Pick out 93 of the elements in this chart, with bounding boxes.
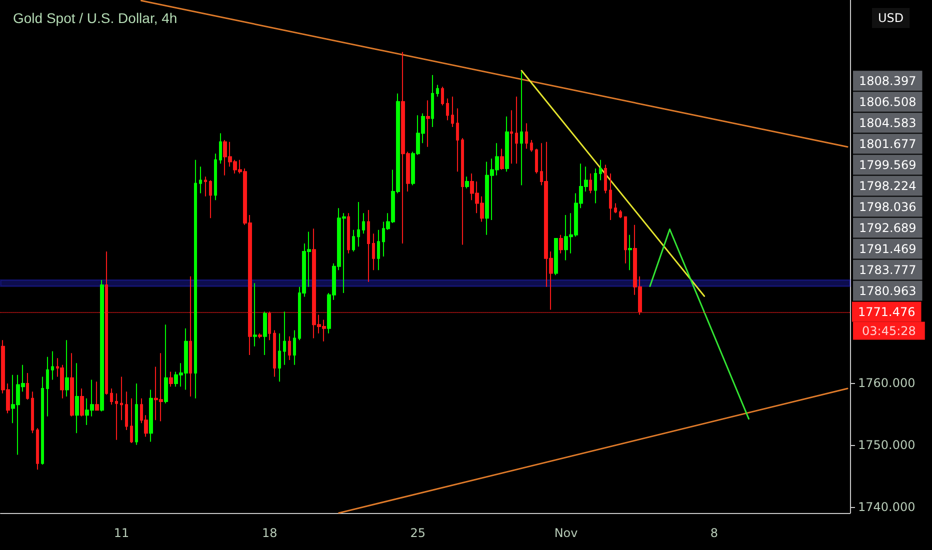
text: 1801.677 [859,136,916,151]
candlestick [624,216,627,264]
candlestick [456,108,459,172]
candlestick [199,166,202,194]
candlestick [446,98,449,121]
y-tick-label: 1740.000 [858,500,916,514]
candlestick [46,356,49,417]
candlestick [110,388,113,406]
candlestick [525,122,528,150]
candlestick [204,176,207,197]
candlestick [347,212,350,254]
candlestick [26,372,29,400]
candlestick [31,391,34,434]
candlestick [115,392,118,440]
candlestick [614,202,617,214]
candlestick [505,116,509,172]
candlestick [589,172,592,194]
candlestick [604,164,607,194]
candlestick [510,110,513,164]
candlestick [293,330,296,366]
candlestick [36,428,39,470]
candlestick [219,132,222,164]
candlestick [41,376,44,466]
candlestick [65,340,69,398]
candlestick [253,282,257,347]
candlestick [258,332,262,339]
candlestick [75,362,79,434]
text: 1799.569 [859,158,916,172]
x-tick-label: 8 [710,526,718,540]
candlestick [619,210,622,219]
candlestick [441,86,444,106]
candlestick [352,229,355,252]
text: 1783.777 [859,262,916,277]
candlestick [120,376,123,421]
candlestick [559,234,563,254]
candlestick [500,148,504,170]
x-tick-label: 11 [114,526,130,540]
candlestick [283,311,286,366]
candlestick [431,74,434,128]
candlestick [288,336,291,360]
candlestick [520,71,523,186]
text: USD [878,11,904,25]
ref-line-label: 1771.476 [858,304,916,319]
candlestick [214,153,217,201]
candlestick [130,398,133,444]
candlestick [530,140,533,152]
candlestick [554,238,558,276]
candlestick [149,389,153,442]
candlestick [273,330,276,378]
candlestick [169,371,173,388]
y-tick-label: 1760.000 [858,376,916,390]
candlestick [278,332,281,382]
candlestick [125,391,128,430]
candlestick [465,176,469,189]
candlestick [362,212,365,234]
x-tick-label: Nov [554,526,578,540]
candlestick [357,201,360,248]
candlestick [377,229,380,271]
text: 1792.689 [859,220,916,235]
candlestick [135,383,138,446]
candlestick [535,148,538,174]
text: 1780.963 [859,284,916,298]
text: 1791.469 [859,242,916,256]
text: Gold Spot / U.S. Dollar, 4h [13,10,178,26]
x-tick-label: 25 [410,526,426,540]
candlestick [194,159,197,399]
candlestick [461,138,464,246]
candlestick [164,324,168,404]
text: 1804.583 [859,116,916,130]
text: 1798.224 [859,178,916,193]
candlestick [80,388,84,417]
candlestick [609,172,612,220]
candlestick [263,311,267,356]
candlestick [70,352,74,417]
candlestick [436,84,439,98]
y-tick-label: 1750.000 [858,438,916,452]
candlestick [599,159,602,181]
candlestick [367,210,370,282]
text: 1806.508 [859,94,916,109]
candlestick [594,168,597,204]
candlestick [209,180,212,219]
candlestick [426,100,430,148]
candlestick [100,280,104,412]
candlestick [372,233,375,271]
candlestick [95,381,99,411]
text: 1798.036 [859,200,916,214]
candlestick [51,350,54,380]
candlestick [515,96,518,164]
text: 03:45:28 [862,324,916,338]
text: 1808.397 [859,74,916,88]
candlestick [628,234,632,271]
x-tick-label: 18 [262,526,278,540]
candlestick [451,96,454,128]
